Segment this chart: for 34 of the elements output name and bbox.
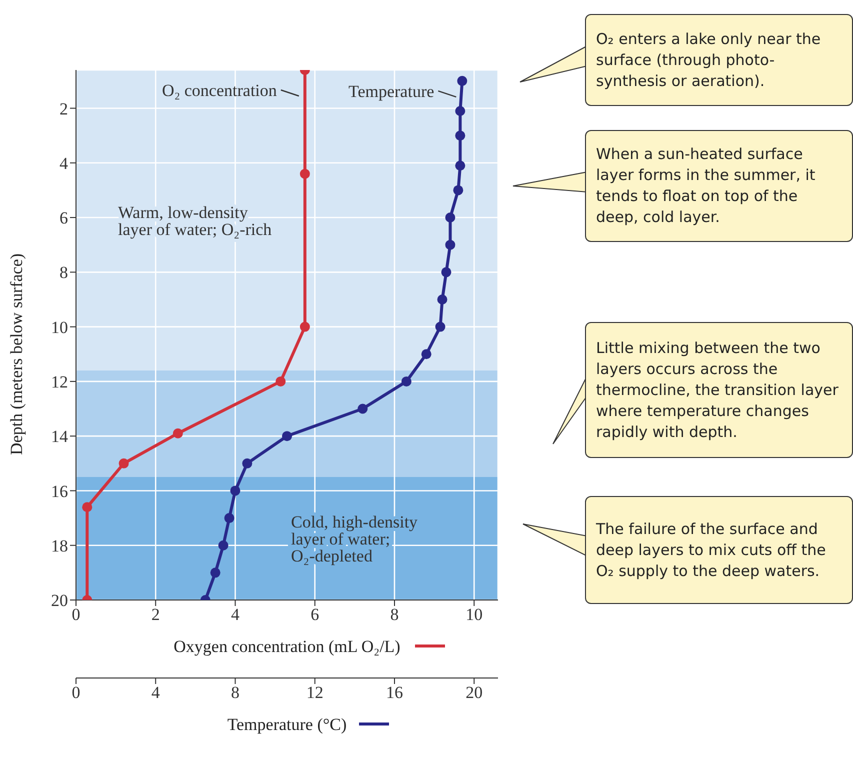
y-tick-label: 8 [60, 263, 68, 282]
x-tick-label: 4 [230, 605, 240, 624]
point [82, 502, 92, 512]
y-tick-label: 20 [51, 591, 68, 610]
y-tick-label: 4 [60, 154, 68, 173]
x-tick-label: 2 [151, 605, 160, 624]
x2-tick-label: 0 [72, 683, 80, 702]
x2-tick-label: 16 [386, 683, 403, 702]
y-tick-label: 6 [60, 208, 68, 228]
point [276, 376, 286, 386]
x2-tick-label: 4 [151, 683, 160, 702]
point [172, 428, 183, 438]
x-tick-label: 6 [310, 605, 320, 624]
band-label: Warm, low-density layer of water; O₂-rich [118, 202, 272, 239]
x-tick-label: 10 [466, 605, 483, 624]
y-tick-label: 16 [51, 482, 68, 501]
point [300, 322, 310, 332]
x2-tick-label: 20 [466, 683, 483, 702]
x-tick-label: 8 [390, 605, 399, 624]
series-label: O₂ concentration [162, 81, 278, 100]
point [118, 458, 129, 468]
y-tick-label: 2 [60, 99, 68, 118]
y-tick-label: 12 [51, 372, 68, 392]
x-tick-label: 0 [72, 605, 80, 624]
x2-tick-label: 8 [230, 683, 240, 702]
point [300, 168, 310, 179]
y-tick-label: 14 [51, 427, 68, 446]
x2-axis-title: Temperature (°C) [227, 715, 347, 734]
x-axis-title: Oxygen concentration (mL O₂/L) [174, 637, 400, 656]
y-tick-label: 18 [51, 536, 68, 556]
x2-tick-label: 12 [306, 683, 324, 702]
series-label: Temperature [348, 82, 434, 101]
y-axis-title: Depth (meters below surface) [7, 253, 26, 455]
y-tick-label: 10 [51, 318, 68, 337]
